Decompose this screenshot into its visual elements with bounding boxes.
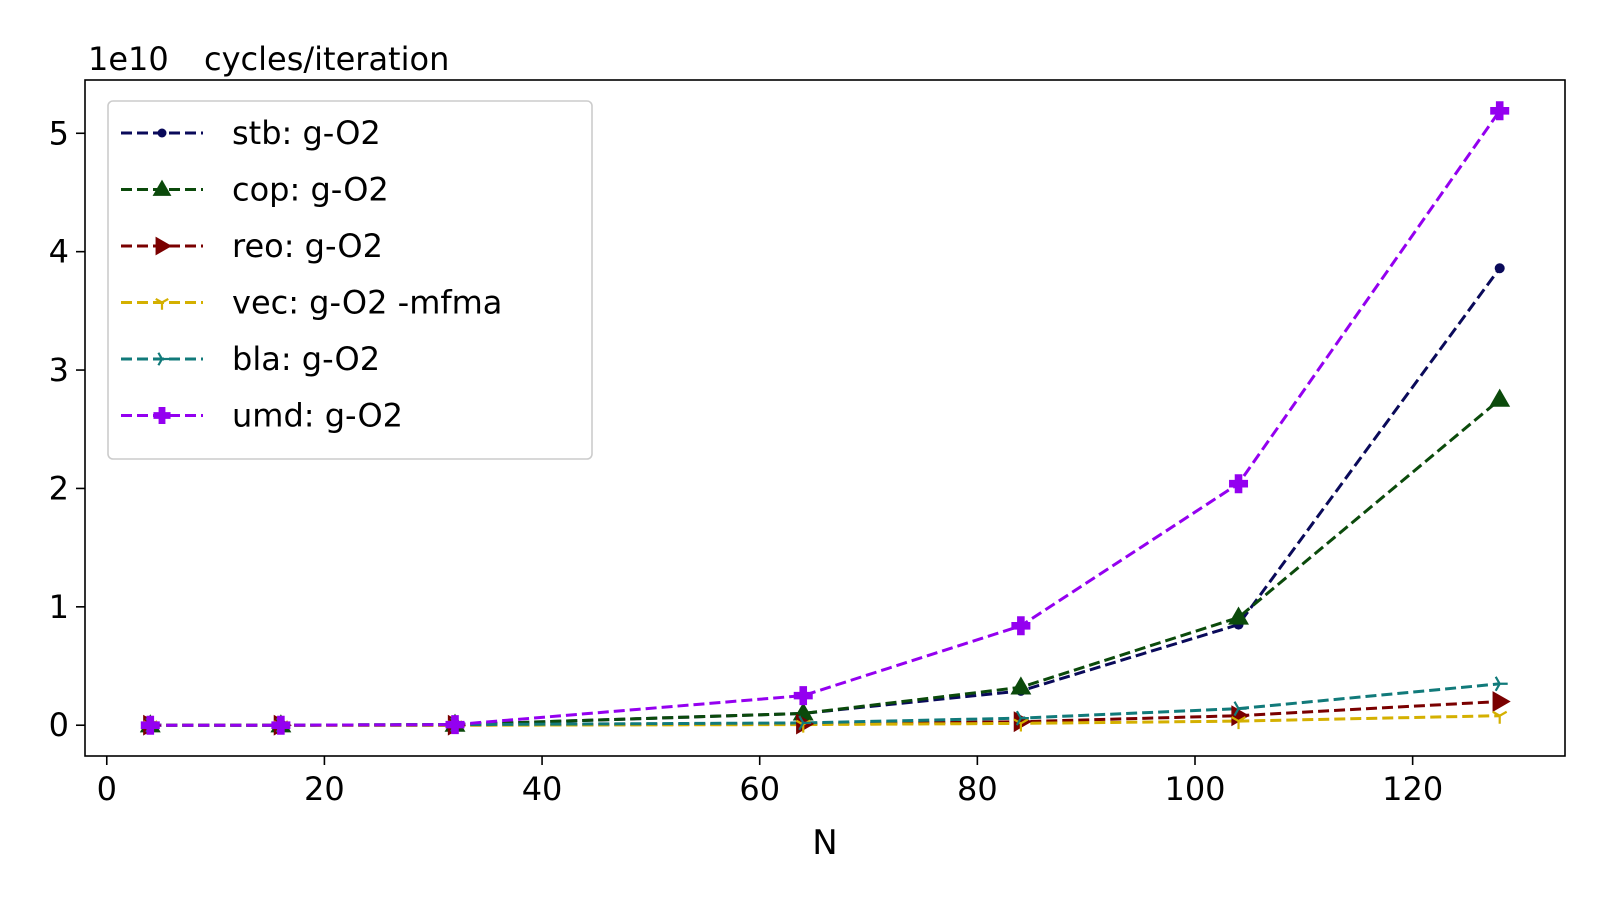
- data-point-5-3: [793, 686, 813, 706]
- x-tick-label: 60: [739, 770, 780, 808]
- legend-marker-1: [152, 179, 172, 196]
- x-tick-label: 80: [957, 770, 998, 808]
- y-tick-label: 5: [49, 114, 69, 152]
- data-point-3-6: [1492, 710, 1508, 724]
- y-scale-label: 1e10: [88, 40, 169, 78]
- x-tick-label: 40: [522, 770, 563, 808]
- data-point-3-4: [1013, 718, 1029, 732]
- legend-marker-2: [155, 236, 172, 256]
- data-point-4-3: [798, 715, 812, 731]
- data-point-5-4: [1011, 616, 1031, 636]
- data-point-5-2: [445, 715, 465, 735]
- legend-label-4: bla: g-O2: [232, 340, 380, 378]
- legend-marker-0: [157, 128, 167, 138]
- data-point-1-4: [1010, 676, 1032, 695]
- y-tick-label: 1: [49, 588, 69, 626]
- legend-marker-5: [153, 406, 171, 425]
- data-point-4-6: [1494, 676, 1508, 692]
- data-point-0-6: [1494, 263, 1505, 274]
- y-tick-label: 2: [49, 469, 69, 507]
- data-point-5-0: [140, 715, 160, 735]
- data-point-4-4: [1015, 710, 1029, 726]
- legend-label-0: stb: g-O2: [232, 114, 381, 152]
- data-point-1-5: [1228, 606, 1249, 625]
- x-axis-label: N: [812, 823, 837, 863]
- legend-marker-3: [155, 297, 169, 310]
- data-point-5-6: [1490, 101, 1510, 121]
- data-point-2-6: [1492, 691, 1511, 712]
- data-point-3-5: [1231, 716, 1247, 730]
- x-tick-label: 20: [304, 770, 345, 808]
- data-point-1-6: [1489, 388, 1511, 407]
- data-point-5-5: [1229, 474, 1249, 494]
- data-point-5-1: [271, 715, 291, 735]
- legend-marker-4: [157, 352, 170, 366]
- ticks: 0 20 40 60 80 100 120 0 1 2 3 4 5: [49, 114, 1444, 808]
- legend-label-3: vec: g-O2 -mfma: [232, 284, 502, 322]
- data-point-4-5: [1233, 701, 1247, 717]
- legend-label-1: cop: g-O2: [232, 171, 389, 209]
- legend: stb: g-O2 cop: g-O2 reo: g-O2 vec: g-O2 -mf…: [107, 100, 593, 460]
- y-axis-label: cycles/iteration: [204, 40, 449, 78]
- data-point-2-5: [1231, 705, 1250, 727]
- legend-label-2: reo: g-O2: [232, 227, 383, 265]
- x-tick-label: 100: [1164, 770, 1225, 808]
- series-markers: [139, 101, 1511, 736]
- y-tick-label: 4: [49, 233, 69, 271]
- y-tick-label: 3: [49, 351, 69, 389]
- x-tick-label: 120: [1382, 770, 1443, 808]
- y-tick-label: 0: [49, 706, 69, 744]
- legend-label-5: umd: g-O2: [232, 397, 403, 435]
- x-tick-label: 0: [97, 770, 117, 808]
- legend-frame: [107, 100, 593, 460]
